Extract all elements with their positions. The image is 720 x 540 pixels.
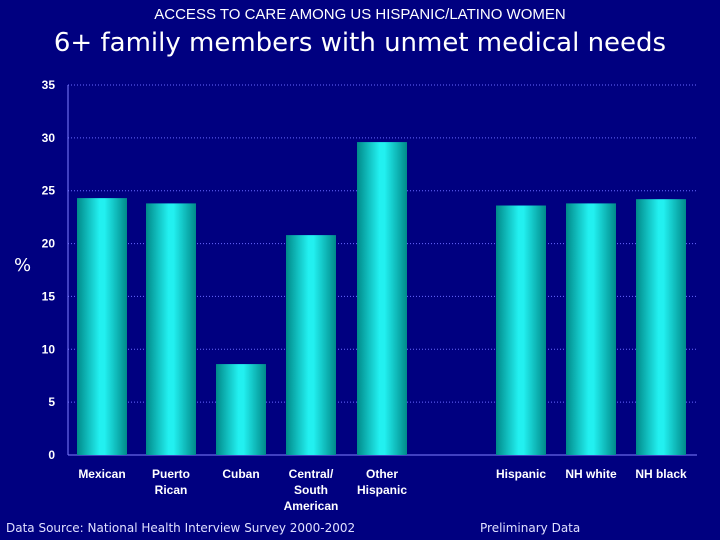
bar: [636, 199, 686, 455]
y-axis-label: %: [14, 255, 32, 276]
x-tick-label: American: [284, 499, 339, 513]
y-tick-label: 10: [42, 342, 56, 356]
x-tick-label: Central/: [289, 467, 334, 481]
y-tick-label: 35: [42, 78, 56, 92]
x-tick-label: Mexican: [78, 467, 125, 481]
y-tick-label: 20: [42, 237, 56, 251]
x-tick-label: Other: [366, 467, 398, 481]
bar: [566, 203, 616, 455]
x-tick-label: Cuban: [222, 467, 259, 481]
bar: [357, 142, 407, 456]
bar: [77, 198, 127, 455]
x-tick-label: South: [294, 483, 328, 497]
x-tick-label: NH black: [635, 467, 687, 481]
tick-labels: 0 5 10 15 20 25 30 35 Mexican Puerto Rican Cuban Cen…: [42, 78, 687, 513]
bar: [286, 235, 336, 455]
x-tick-label: Puerto: [152, 467, 190, 481]
y-tick-label: 15: [42, 289, 56, 303]
y-tick-label: 25: [42, 184, 56, 198]
y-tick-label: 30: [42, 131, 56, 145]
bar: [146, 203, 196, 455]
y-tick-label: 5: [48, 395, 55, 409]
bar: [496, 205, 546, 455]
bars: [77, 142, 686, 456]
y-tick-label: 0: [48, 448, 55, 462]
x-tick-label: Hispanic: [357, 483, 407, 497]
x-tick-label: Rican: [155, 483, 188, 497]
data-source-note: Data Source: National Health Interview S…: [6, 521, 356, 535]
x-tick-label: Hispanic: [496, 467, 546, 481]
chart-supertitle: ACCESS TO CARE AMONG US HISPANIC/LATINO …: [154, 6, 566, 23]
preliminary-note: Preliminary Data: [480, 521, 581, 535]
chart-title: 6+ family members with unmet medical nee…: [53, 28, 667, 58]
bar: [216, 364, 266, 455]
x-tick-label: NH white: [565, 467, 617, 481]
